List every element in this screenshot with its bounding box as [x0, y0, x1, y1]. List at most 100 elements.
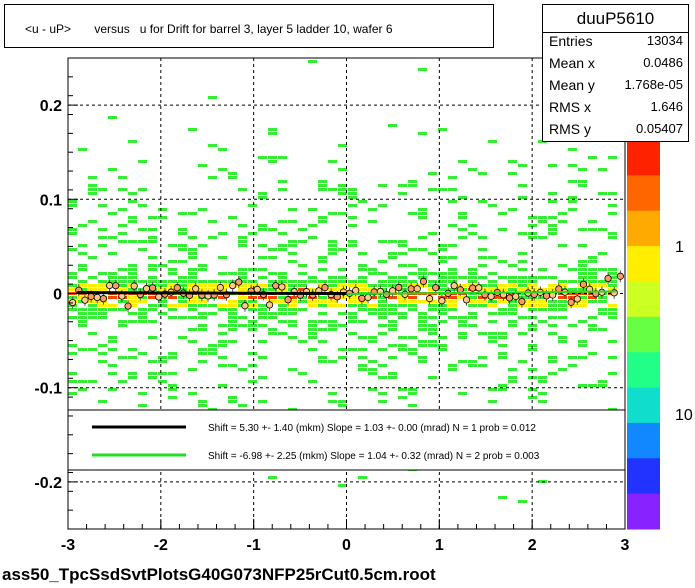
heatmap-cell — [288, 308, 297, 311]
profile-point — [487, 292, 495, 301]
heatmap-cell — [128, 140, 137, 143]
heatmap-cell — [168, 280, 177, 283]
heatmap-cell — [418, 328, 427, 331]
heatmap-cell — [498, 288, 507, 291]
heatmap-cell — [538, 220, 547, 223]
heatmap-cell — [288, 320, 297, 323]
heatmap-cell — [368, 388, 377, 391]
heatmap-cell — [388, 240, 397, 243]
heatmap-cell — [368, 284, 377, 287]
heatmap-cell — [598, 380, 607, 383]
heatmap-cell — [338, 348, 347, 351]
heatmap-cell — [388, 304, 397, 307]
heatmap-cell — [538, 392, 547, 395]
heatmap-cell — [598, 280, 607, 283]
heatmap-cell — [108, 296, 117, 299]
heatmap-cell — [98, 312, 107, 315]
heatmap-cell — [428, 332, 437, 335]
heatmap-cell — [418, 208, 427, 211]
heatmap-cell — [68, 200, 77, 203]
legend-box — [67, 409, 626, 471]
heatmap-cell — [288, 220, 297, 223]
heatmap-cell — [408, 184, 417, 187]
heatmap-cell — [488, 272, 497, 275]
heatmap-cell — [98, 304, 107, 307]
heatmap-cell — [588, 352, 597, 355]
profile-point — [432, 284, 440, 292]
profile-point — [149, 284, 157, 292]
heatmap-cell — [158, 264, 167, 267]
heatmap-cell — [278, 300, 287, 303]
heatmap-cell — [518, 360, 527, 363]
colorbar-segment — [627, 210, 660, 247]
profile-point — [573, 295, 581, 303]
stat-label: RMS x — [549, 99, 591, 115]
heatmap-cell — [508, 276, 517, 279]
heatmap-cell — [168, 388, 177, 391]
heatmap-cell — [428, 288, 437, 291]
heatmap-cell — [138, 352, 147, 355]
heatmap-cell — [358, 284, 367, 287]
heatmap-cell — [188, 128, 197, 131]
heatmap-cell — [118, 188, 127, 191]
profile-points — [69, 270, 624, 313]
heatmap-cell — [148, 376, 157, 379]
heatmap-cell — [138, 320, 147, 323]
heatmap-cell — [398, 304, 407, 307]
heatmap-cell — [498, 352, 507, 355]
heatmap-cell — [608, 280, 617, 283]
heatmap-cell — [408, 308, 417, 311]
colorbar-segment — [627, 316, 660, 353]
heatmap-cell — [168, 284, 177, 287]
heatmap-cell — [248, 268, 257, 271]
heatmap-cell — [518, 284, 527, 287]
heatmap-cell — [578, 272, 587, 275]
heatmap-cell — [218, 356, 227, 359]
heatmap-cell — [608, 276, 617, 279]
heatmap-cell — [548, 316, 557, 319]
heatmap-cell — [358, 252, 367, 255]
heatmap-cell — [388, 328, 397, 331]
heatmap-cell — [198, 288, 207, 291]
heatmap-cell — [548, 324, 557, 327]
heatmap-cell — [148, 268, 157, 271]
heatmap-cell — [208, 96, 217, 99]
heatmap-cell — [428, 328, 437, 331]
profile-point — [278, 283, 286, 291]
heatmap-cell — [428, 344, 437, 347]
heatmap-cell — [388, 324, 397, 327]
heatmap-cell — [228, 308, 237, 311]
profile-point — [81, 296, 89, 304]
profile-point — [358, 294, 366, 303]
heatmap-cell — [98, 228, 107, 231]
heatmap-cell — [178, 316, 187, 319]
heatmap-cell — [258, 268, 267, 271]
heatmap-cell — [198, 268, 207, 271]
heatmap-cell — [158, 300, 167, 303]
heatmap-cell — [418, 216, 427, 219]
heatmap-cell — [438, 308, 447, 311]
heatmap-cell — [348, 192, 357, 195]
heatmap-cell — [348, 188, 357, 191]
heatmap-cell — [248, 204, 257, 207]
heatmap-cell — [478, 236, 487, 239]
profile-point — [407, 285, 415, 293]
heatmap-cell — [358, 308, 367, 311]
heatmap-cell — [368, 336, 377, 339]
heatmap-cell — [308, 336, 317, 339]
heatmap-cell — [518, 260, 527, 263]
heatmap-cell — [508, 312, 517, 315]
heatmap-cell — [98, 236, 107, 239]
heatmap-cell — [378, 332, 387, 335]
heatmap-cell — [108, 336, 117, 339]
heatmap-cell — [378, 284, 387, 287]
profile-point — [173, 284, 181, 292]
heatmap-cell — [608, 312, 617, 315]
heatmap-cell — [358, 200, 367, 203]
heatmap-cell — [98, 204, 107, 207]
heatmap-cell — [568, 196, 577, 199]
heatmap-cell — [138, 248, 147, 251]
plot-title: <u - uP> versus u for Drift for barrel 3… — [25, 22, 393, 36]
heatmap-cell — [338, 280, 347, 283]
